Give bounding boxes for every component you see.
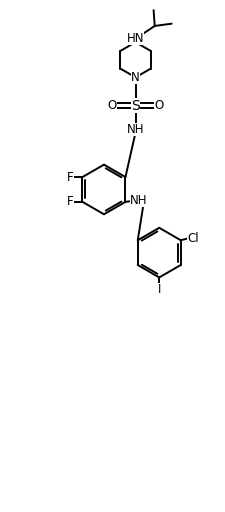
Text: Cl: Cl [187,232,198,245]
Text: N: N [130,71,139,84]
Text: HN: HN [126,32,144,45]
Text: F: F [66,170,73,184]
Text: NH: NH [126,123,144,136]
Text: S: S [130,98,139,113]
Text: O: O [107,99,116,112]
Text: O: O [154,99,163,112]
Text: F: F [66,196,73,208]
Text: I: I [157,283,160,296]
Text: NH: NH [130,194,147,207]
